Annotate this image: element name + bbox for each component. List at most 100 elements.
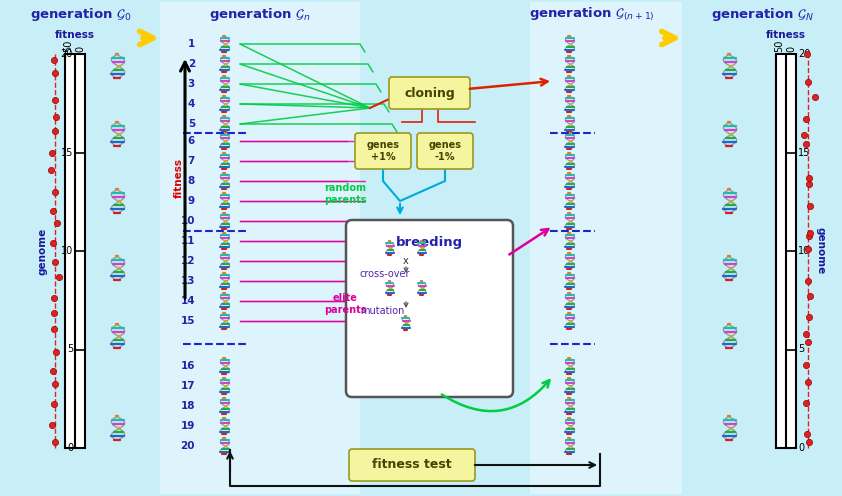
Text: mutation: mutation [360, 306, 404, 316]
Text: fitness: fitness [55, 30, 95, 40]
Point [802, 246, 815, 253]
Text: 0: 0 [786, 46, 796, 52]
Text: x: x [403, 256, 409, 266]
Text: 50: 50 [63, 40, 73, 52]
Point [808, 93, 822, 101]
Point [48, 257, 61, 265]
Point [802, 313, 815, 321]
Point [801, 277, 814, 285]
Point [801, 430, 814, 438]
Text: 18: 18 [180, 401, 195, 411]
Text: 3: 3 [188, 79, 195, 89]
Text: 15: 15 [798, 147, 810, 158]
Text: 2: 2 [188, 59, 195, 69]
Text: 13: 13 [180, 276, 195, 286]
Text: 10: 10 [61, 246, 73, 256]
Text: generation $\mathcal{G}_n$: generation $\mathcal{G}_n$ [210, 6, 311, 23]
Text: 15: 15 [180, 316, 195, 326]
Point [46, 239, 60, 247]
Point [48, 309, 61, 316]
Point [799, 361, 813, 369]
FancyBboxPatch shape [346, 220, 513, 397]
Point [52, 273, 66, 281]
Point [802, 378, 815, 386]
Bar [2, 2, 160, 494]
Point [802, 78, 815, 86]
Point [49, 348, 62, 356]
Point [803, 202, 817, 210]
Text: 9: 9 [188, 196, 195, 206]
Text: elite
parents: elite parents [324, 293, 366, 315]
Point [49, 127, 62, 135]
FancyBboxPatch shape [417, 133, 473, 169]
Point [800, 50, 813, 58]
Bar [530, 2, 682, 494]
Text: cross-over: cross-over [360, 269, 411, 279]
Point [48, 56, 61, 63]
Text: 11: 11 [180, 236, 195, 246]
Point [799, 116, 813, 124]
Text: random
parents: random parents [324, 183, 366, 205]
Text: genes
-1%: genes -1% [429, 140, 461, 162]
Text: fitness: fitness [766, 30, 806, 40]
Text: 12: 12 [180, 256, 195, 266]
Text: 15: 15 [61, 147, 73, 158]
Text: breeding: breeding [396, 236, 463, 249]
Text: generation $\mathcal{G}_N$: generation $\mathcal{G}_N$ [711, 6, 813, 23]
Point [49, 379, 62, 387]
Text: genes
+1%: genes +1% [366, 140, 399, 162]
FancyBboxPatch shape [355, 133, 411, 169]
Point [797, 130, 811, 138]
Point [46, 367, 60, 374]
Point [799, 140, 813, 148]
Point [50, 113, 63, 121]
Point [48, 437, 61, 445]
Text: fitness: fitness [174, 158, 184, 198]
Text: 7: 7 [188, 156, 195, 166]
Text: 0: 0 [75, 46, 85, 52]
Text: generation $\mathcal{G}_0$: generation $\mathcal{G}_0$ [30, 6, 131, 23]
Bar [682, 2, 840, 494]
Text: 5: 5 [798, 345, 804, 355]
Point [47, 400, 61, 408]
Text: 10: 10 [180, 216, 195, 226]
Point [49, 188, 62, 196]
FancyBboxPatch shape [349, 449, 475, 481]
Point [802, 338, 815, 346]
Point [45, 421, 59, 429]
Text: 17: 17 [180, 381, 195, 391]
Point [45, 207, 59, 215]
Point [803, 292, 817, 300]
Text: 1: 1 [188, 39, 195, 49]
Point [802, 181, 816, 188]
Point [49, 96, 62, 104]
Text: cloning: cloning [404, 86, 455, 100]
Text: 50: 50 [774, 40, 784, 52]
Bar [776, 54, 796, 448]
Text: 8: 8 [188, 176, 195, 186]
Point [802, 174, 816, 182]
Text: 10: 10 [798, 246, 810, 256]
Text: 16: 16 [180, 361, 195, 371]
Text: 5: 5 [67, 345, 73, 355]
Point [48, 69, 61, 77]
Bar [160, 2, 360, 494]
Point [803, 229, 817, 237]
Point [45, 167, 58, 175]
Point [47, 324, 61, 332]
Text: 20: 20 [61, 49, 73, 59]
Text: fitness test: fitness test [372, 458, 452, 472]
Text: 20: 20 [798, 49, 810, 59]
Text: 14: 14 [180, 296, 195, 306]
Bar [65, 54, 85, 448]
Point [47, 294, 61, 302]
Text: generation $\mathcal{G}_{(n+1)}$: generation $\mathcal{G}_{(n+1)}$ [529, 6, 655, 23]
Text: 5: 5 [188, 119, 195, 129]
Text: 6: 6 [188, 136, 195, 146]
Point [802, 232, 815, 240]
Point [800, 330, 813, 338]
Point [800, 399, 813, 407]
Text: genome: genome [38, 227, 48, 275]
Text: 4: 4 [188, 99, 195, 109]
Text: genome: genome [816, 227, 826, 275]
